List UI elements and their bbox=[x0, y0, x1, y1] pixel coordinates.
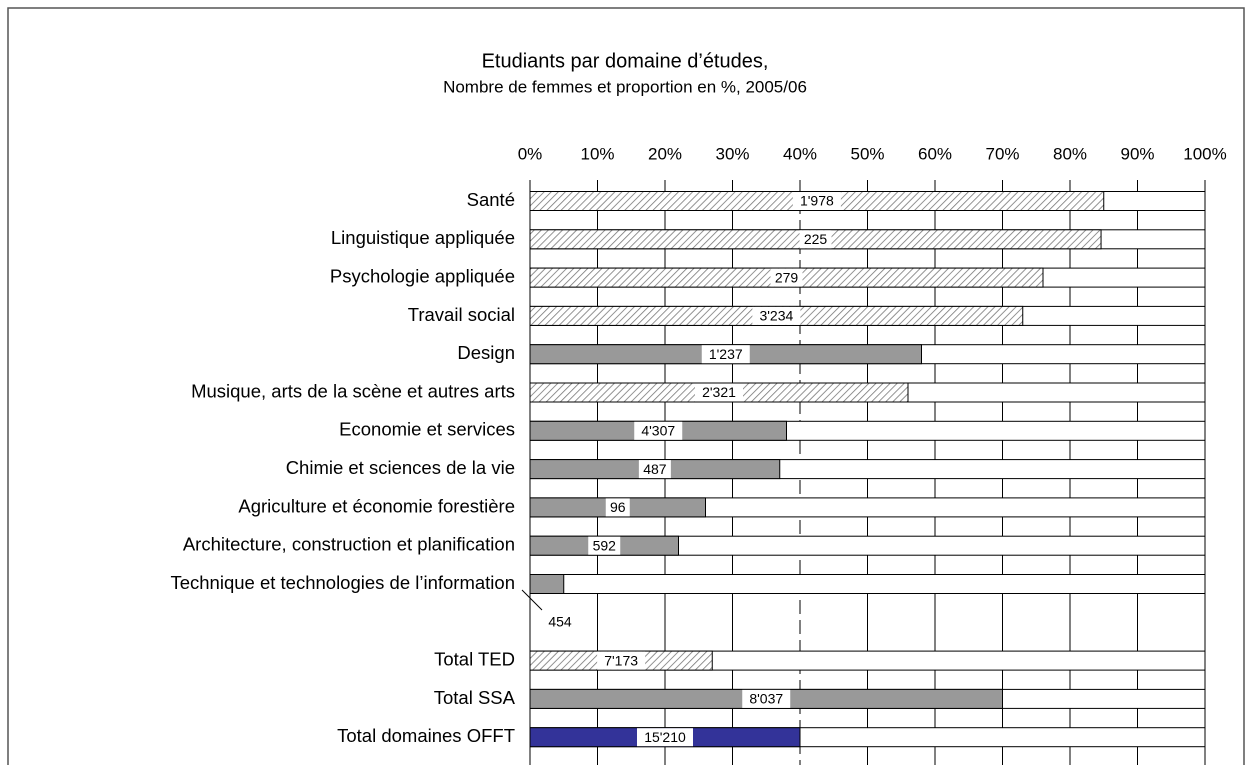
data-label-box bbox=[638, 460, 671, 479]
data-label: 279 bbox=[775, 269, 799, 285]
category-label: Architecture, construction et planificat… bbox=[183, 534, 515, 555]
x-tick-label: 20% bbox=[648, 144, 682, 163]
category-label: Travail social bbox=[408, 304, 515, 325]
x-tick-label: 30% bbox=[715, 144, 749, 163]
data-label: 454 bbox=[548, 614, 572, 630]
data-label: 1'978 bbox=[800, 193, 834, 209]
data-label-box bbox=[695, 383, 743, 402]
x-tick-label: 100% bbox=[1183, 144, 1226, 163]
data-label: 7'173 bbox=[604, 652, 638, 668]
x-tick-label: 70% bbox=[985, 144, 1019, 163]
category-label: Chimie et sciences de la vie bbox=[286, 457, 515, 478]
data-label-box bbox=[701, 345, 750, 364]
data-label: 592 bbox=[593, 537, 617, 553]
data-label-box bbox=[544, 613, 576, 631]
data-label: 1'237 bbox=[709, 346, 743, 362]
x-tick-label: 60% bbox=[918, 144, 952, 163]
data-label-box bbox=[752, 306, 801, 325]
data-label-box bbox=[588, 536, 621, 555]
data-label: 2'321 bbox=[702, 384, 736, 400]
category-label: Economie et services bbox=[339, 419, 515, 440]
x-tick-label: 10% bbox=[580, 144, 614, 163]
category-label: Technique et technologies de l’informati… bbox=[170, 572, 515, 593]
category-label: Total SSA bbox=[434, 687, 516, 708]
data-label-box bbox=[742, 689, 791, 708]
data-label-box bbox=[637, 728, 693, 747]
data-label: 96 bbox=[610, 499, 626, 515]
data-label: 8'037 bbox=[749, 691, 783, 707]
data-label: 225 bbox=[804, 231, 828, 247]
chart-title: Etudiants par domaine d’études, bbox=[482, 50, 769, 72]
category-label: Agriculture et économie forestière bbox=[238, 495, 515, 516]
data-label-box bbox=[792, 192, 841, 210]
category-label: Psychologie appliquée bbox=[330, 265, 515, 286]
category-label: Musique, arts de la scène et autres arts bbox=[191, 380, 515, 401]
data-label-box bbox=[597, 651, 646, 670]
leader-line bbox=[521, 589, 543, 611]
x-tick-label: 80% bbox=[1053, 144, 1087, 163]
frame bbox=[7, 7, 1245, 765]
data-label-box bbox=[770, 268, 803, 287]
data-label: 4'307 bbox=[641, 423, 675, 439]
x-tick-label: 0% bbox=[518, 144, 543, 163]
data-label: 15'210 bbox=[644, 729, 686, 745]
data-label-box bbox=[605, 498, 630, 517]
chart-subtitle: Nombre de femmes et proportion en %, 200… bbox=[443, 77, 807, 96]
category-label: Design bbox=[457, 342, 515, 363]
x-tick-label: 90% bbox=[1120, 144, 1154, 163]
category-label: Total TED bbox=[434, 648, 515, 669]
data-label-box bbox=[799, 230, 832, 249]
data-label: 487 bbox=[643, 461, 667, 477]
data-label-box bbox=[634, 421, 683, 440]
category-label: Santé bbox=[467, 189, 515, 210]
x-tick-label: 40% bbox=[783, 144, 817, 163]
bar bbox=[529, 574, 565, 594]
bar-background bbox=[529, 574, 1206, 594]
category-label: Linguistique appliquée bbox=[331, 227, 515, 248]
x-tick-label: 50% bbox=[850, 144, 884, 163]
category-label: Total domaines OFFT bbox=[337, 725, 515, 746]
data-label: 3'234 bbox=[759, 308, 793, 324]
